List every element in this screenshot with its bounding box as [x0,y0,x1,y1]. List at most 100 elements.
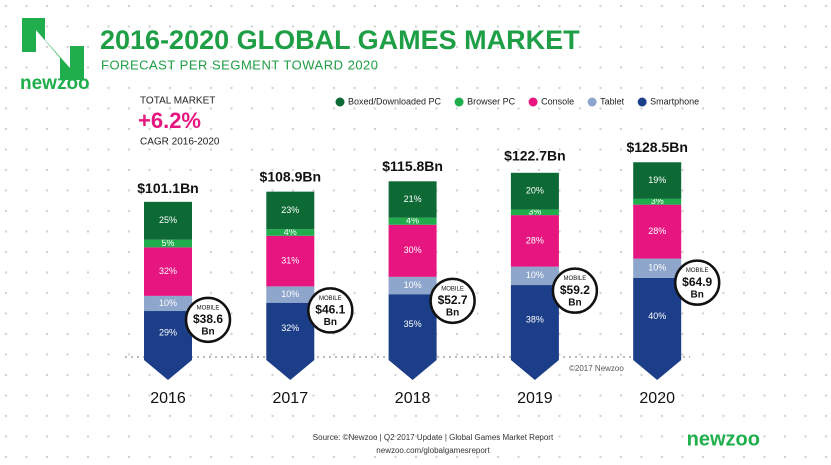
bar-segment [388,181,437,218]
mobile-value: $38.6 [193,312,223,326]
chart-subtitle: FORECAST PER SEGMENT TOWARD 2020 [101,57,379,72]
bar-segment [144,201,192,240]
segment-label: 35% [404,319,422,329]
summary-label: TOTAL MARKET [140,96,215,107]
legend-swatch [335,97,345,107]
segment-label: 28% [526,235,544,245]
mobile-unit: Bn [324,317,337,328]
segment-label: 32% [159,266,177,276]
mobile-bubble [429,277,476,325]
x-tick-label: 2017 [273,390,309,407]
segment-label: 10% [526,270,544,280]
bar-segment [144,295,192,312]
mobile-unit: Bn [691,289,704,300]
segment-label: 4% [406,216,419,226]
bar-segment [633,162,682,199]
bar-segment [388,276,437,295]
legend-label: Smartphone [650,96,699,106]
bar-segment [144,311,192,355]
mobile-value: $52.7 [438,293,468,307]
x-tick-label: 2020 [639,390,675,407]
segment-label: 3% [651,196,664,206]
logo-text: newzoo [20,73,90,94]
total-label: $108.9Bn [260,168,321,184]
segment-label: 10% [648,263,666,273]
mobile-label: MOBILE [319,296,342,302]
segment-label: 19% [648,175,666,185]
segment-label: 10% [281,289,299,299]
legend-label: Console [541,96,574,106]
x-tick-label: 2016 [150,390,186,407]
segment-label: 32% [281,323,299,333]
segment-label: 3% [528,207,541,217]
source: Source: ©Newzoo | Q2 2017 Update | Globa… [313,433,554,442]
bar-segment [144,239,192,248]
mobile-bubble [551,267,599,314]
x-tick-label: 2018 [395,390,431,407]
mobile-unit: Bn [568,297,581,308]
credit: ©2017 Newzoo [569,364,624,373]
mobile-label: MOBILE [197,305,220,311]
mobile-bubble [184,296,232,344]
bar-segment [266,286,315,303]
total-label: $101.1Bn [137,180,198,196]
mobile-value: $64.9 [682,275,712,289]
logo-mark [22,18,84,80]
mobile-unit: Bn [201,326,214,337]
total-label: $128.5Bn [626,139,687,155]
bar-segment [633,258,682,278]
bar-segment [510,215,559,267]
bar-arrow [144,355,192,380]
segment-label: 30% [404,245,422,255]
total-label: $115.8Bn [382,158,443,174]
bar-segment [510,266,559,286]
segment-label: 21% [404,194,422,204]
total-label: $122.7Bn [504,148,565,164]
segment-label: 29% [159,327,177,337]
bar-arrow [633,355,682,380]
segment-label: 20% [526,186,544,196]
legend-label: Browser PC [467,96,516,106]
segment-label: 10% [404,280,422,290]
bar-segment [144,247,192,296]
chart-title: 2016-2020 GLOBAL GAMES MARKET [100,25,580,55]
mobile-value: $59.2 [560,283,590,297]
segment-label: 40% [648,311,666,321]
bar-arrow [266,355,315,380]
bar-segment [510,172,559,210]
legend-swatch [454,97,464,107]
bar-segment [633,277,682,355]
source-url: newzoo.com/globalgamesreport [376,446,490,455]
bar-segment [510,285,559,355]
bar-arrow [510,355,559,380]
summary-period: CAGR 2016-2020 [140,137,220,148]
mobile-value: $46.1 [315,303,345,317]
segment-label: 10% [159,298,177,308]
bar-segment [266,191,315,230]
bar-segment [633,198,682,205]
x-tick-label: 2019 [517,390,553,407]
mobile-bubble [307,287,354,334]
bar-segment [633,204,682,259]
bar-segment [266,302,315,355]
mobile-label: MOBILE [564,276,587,282]
legend-swatch [637,97,647,107]
bar-segment [266,229,315,236]
segment-label: 31% [281,255,299,265]
legend-label: Tablet [600,96,625,106]
segment-label: 25% [159,215,177,225]
mobile-label: MOBILE [441,286,464,292]
bar-segment [510,209,559,216]
mobile-label: MOBILE [686,268,709,274]
mobile-unit: Bn [446,307,459,318]
bar-arrow [388,355,437,380]
legend-swatch [528,97,538,107]
segment-label: 5% [161,238,174,248]
bar-segment [388,224,437,277]
segment-label: 38% [526,314,544,324]
segment-label: 23% [281,205,299,215]
bar-segment [266,235,315,287]
bar-segment [388,217,437,225]
mobile-bubble [673,259,721,306]
bar-segment [388,294,437,355]
